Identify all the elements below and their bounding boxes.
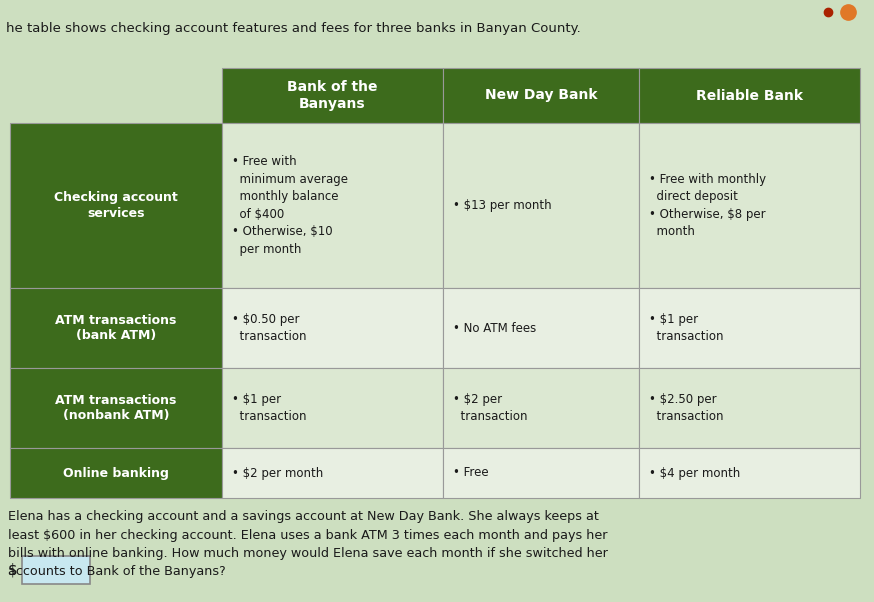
Bar <box>10 368 222 448</box>
Text: • $2 per month: • $2 per month <box>232 467 323 480</box>
Bar <box>22 556 90 584</box>
Text: • $13 per month: • $13 per month <box>453 199 551 212</box>
Bar <box>443 448 639 498</box>
Bar <box>10 123 222 288</box>
Text: • $2 per
  transaction: • $2 per transaction <box>453 393 528 423</box>
Text: Checking account
services: Checking account services <box>54 191 178 220</box>
Bar <box>639 288 860 368</box>
Text: • $4 per month: • $4 per month <box>649 467 740 480</box>
Text: • Free with
  minimum average
  monthly balance
  of $400
• Otherwise, $10
  per: • Free with minimum average monthly bala… <box>232 155 348 256</box>
Text: • $2.50 per
  transaction: • $2.50 per transaction <box>649 393 724 423</box>
Bar <box>222 368 443 448</box>
Text: ATM transactions
(bank ATM): ATM transactions (bank ATM) <box>55 314 177 343</box>
Bar <box>10 448 222 498</box>
Text: • $1 per
  transaction: • $1 per transaction <box>649 313 724 343</box>
Text: Online banking: Online banking <box>63 467 169 480</box>
Bar <box>10 288 222 368</box>
Bar <box>639 123 860 288</box>
Bar <box>443 123 639 288</box>
Text: • Free: • Free <box>453 467 489 480</box>
Text: • $0.50 per
  transaction: • $0.50 per transaction <box>232 313 307 343</box>
Bar <box>222 123 443 288</box>
Text: Bank of the
Banyans: Bank of the Banyans <box>288 80 378 111</box>
Text: • No ATM fees: • No ATM fees <box>453 321 537 335</box>
Text: he table shows checking account features and fees for three banks in Banyan Coun: he table shows checking account features… <box>6 22 580 35</box>
Text: New Day Bank: New Day Bank <box>485 88 597 102</box>
Bar <box>639 368 860 448</box>
Bar <box>222 288 443 368</box>
Bar <box>443 68 639 123</box>
Bar <box>639 68 860 123</box>
Bar <box>443 288 639 368</box>
Text: ATM transactions
(nonbank ATM): ATM transactions (nonbank ATM) <box>55 394 177 423</box>
Bar <box>222 68 443 123</box>
Bar <box>443 368 639 448</box>
Text: • $1 per
  transaction: • $1 per transaction <box>232 393 307 423</box>
Text: • Free with monthly
  direct deposit
• Otherwise, $8 per
  month: • Free with monthly direct deposit • Oth… <box>649 173 766 238</box>
Text: Elena has a checking account and a savings account at New Day Bank. She always k: Elena has a checking account and a savin… <box>8 510 608 579</box>
Text: Reliable Bank: Reliable Bank <box>696 88 803 102</box>
Bar <box>222 448 443 498</box>
Text: $: $ <box>8 562 17 577</box>
Bar <box>639 448 860 498</box>
